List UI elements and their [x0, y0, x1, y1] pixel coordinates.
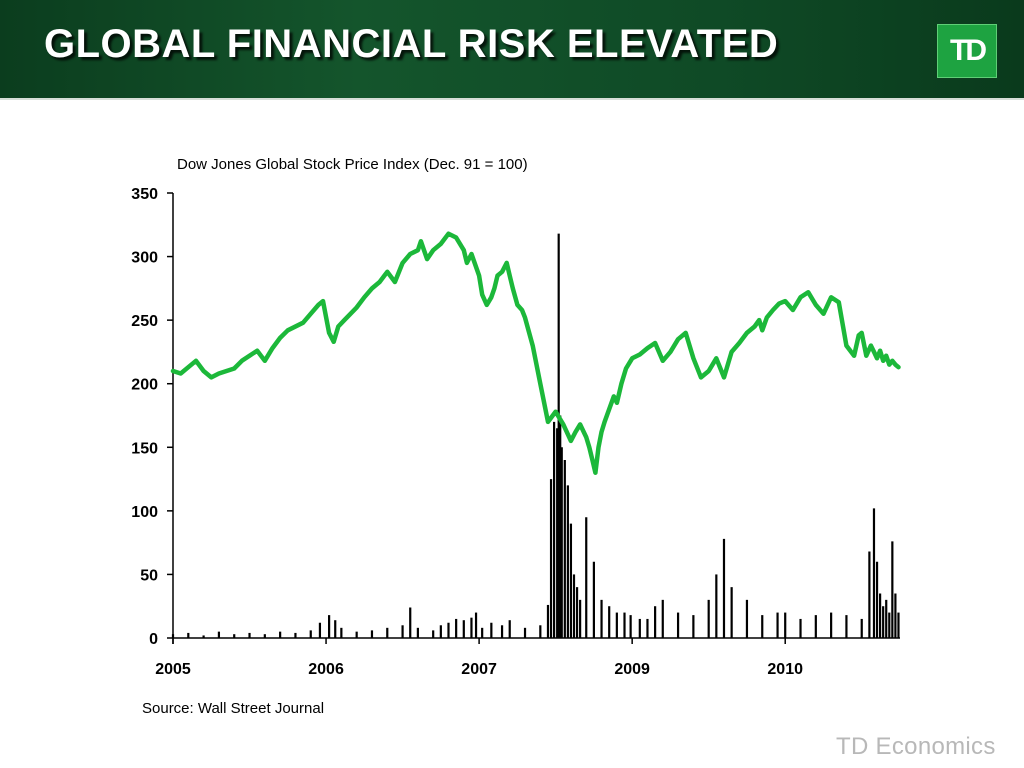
x-axis-ticks: 2005 2006 2007 2009 2010 — [155, 638, 803, 678]
chart-title: Dow Jones Global Stock Price Index (Dec.… — [177, 156, 528, 173]
y-tick-label: 100 — [131, 504, 158, 521]
stock-index-series — [170, 231, 901, 475]
x-tick-label: 2007 — [461, 661, 497, 678]
y-tick-label: 50 — [140, 567, 158, 584]
y-tick-label: 250 — [131, 313, 158, 330]
stock-index-line — [170, 231, 901, 475]
y-tick-label: 200 — [131, 377, 158, 394]
y-tick-label: 350 — [131, 186, 158, 203]
x-tick-label: 2006 — [308, 661, 344, 678]
x-tick-label: 2009 — [614, 661, 650, 678]
y-axis-ticks: 0 50 100 150 200 250 300 350 — [131, 186, 173, 648]
chart-axes — [172, 193, 900, 644]
title-banner: GLOBAL FINANCIAL RISK ELEVATED TD — [0, 0, 1024, 100]
y-tick-label: 150 — [131, 440, 158, 457]
source-note: Source: Wall Street Journal — [142, 700, 325, 717]
page-title: GLOBAL FINANCIAL RISK ELEVATED — [44, 22, 779, 66]
td-logo-icon: TD — [937, 24, 997, 78]
y-tick-label: 0 — [149, 631, 158, 648]
volatility-series — [171, 233, 900, 638]
y-tick-label: 300 — [131, 250, 158, 267]
x-tick-label: 2010 — [767, 661, 803, 678]
footer-brand: TD Economics — [836, 733, 996, 760]
x-tick-label: 2005 — [155, 661, 191, 678]
